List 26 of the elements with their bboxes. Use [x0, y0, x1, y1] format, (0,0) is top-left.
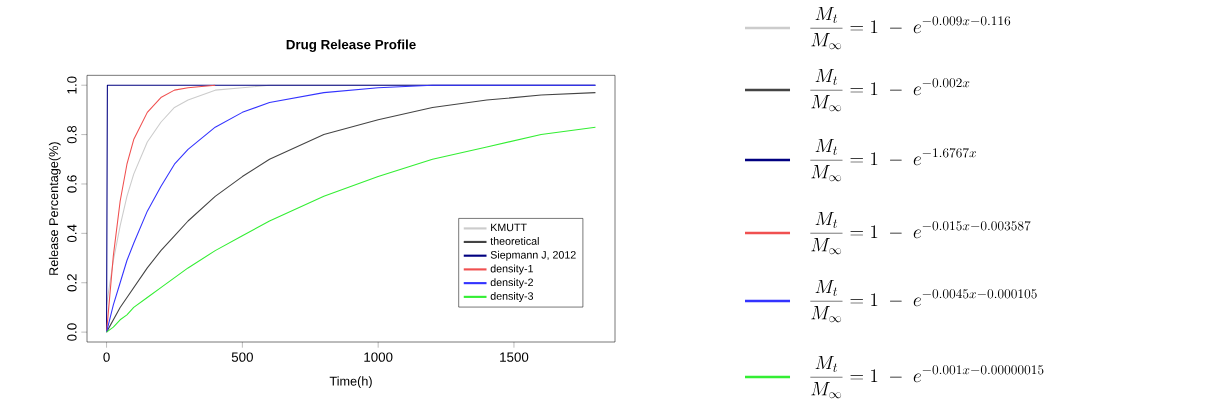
text: $\frac{M_t}{M_\infty}=1\;-\;e^{-1.6767x}$	[810, 138, 977, 182]
y-tick-label: 0.8	[67, 125, 77, 144]
chart-title: Drug Release Profile	[286, 39, 416, 52]
x-tick-label: 1500	[500, 352, 529, 362]
line-series	[106, 84, 216, 333]
y-tick-label: 1.0	[67, 76, 77, 94]
y-tick-label: 0.4	[67, 224, 77, 243]
legend-label: density-3	[490, 291, 534, 302]
legend-label: KMUTT	[491, 223, 527, 232]
y-tick-label: 0.2	[67, 274, 77, 292]
text: $\frac{M_t}{M_\infty}=1\;-\;e^{-0.0045x-0.000105}$	[810, 279, 1037, 323]
text: $\frac{M_t}{M_\infty}=1\;-\;e^{-0.002x}$	[810, 68, 970, 112]
x-axis-title: Time(h)	[329, 376, 372, 389]
legend-label: density-1	[490, 264, 534, 275]
text: $\frac{M_t}{M_\infty}=1\;-\;e^{-0.009x-0.116}$	[810, 6, 1011, 50]
legend-label: Siepmann J, 2012	[490, 250, 576, 261]
text: $\frac{M_t}{M_\infty}=1\;-\;e^{-0.001x-0.00000015}$	[810, 355, 1044, 399]
legend-label: density-2	[490, 278, 533, 289]
y-tick-label: 0.0	[67, 323, 77, 341]
x-tick-label: 1000	[364, 352, 393, 362]
legend-label: theoretical	[490, 237, 539, 245]
text: $\frac{M_t}{M_\infty}=1\;-\;e^{-0.015x-0.003587}$	[810, 211, 1031, 255]
y-tick-label: 0.6	[67, 175, 77, 193]
y-axis-title: Release Percentage(%)	[48, 142, 61, 275]
x-tick-label: 0	[103, 352, 110, 362]
x-tick-label: 500	[231, 352, 253, 362]
